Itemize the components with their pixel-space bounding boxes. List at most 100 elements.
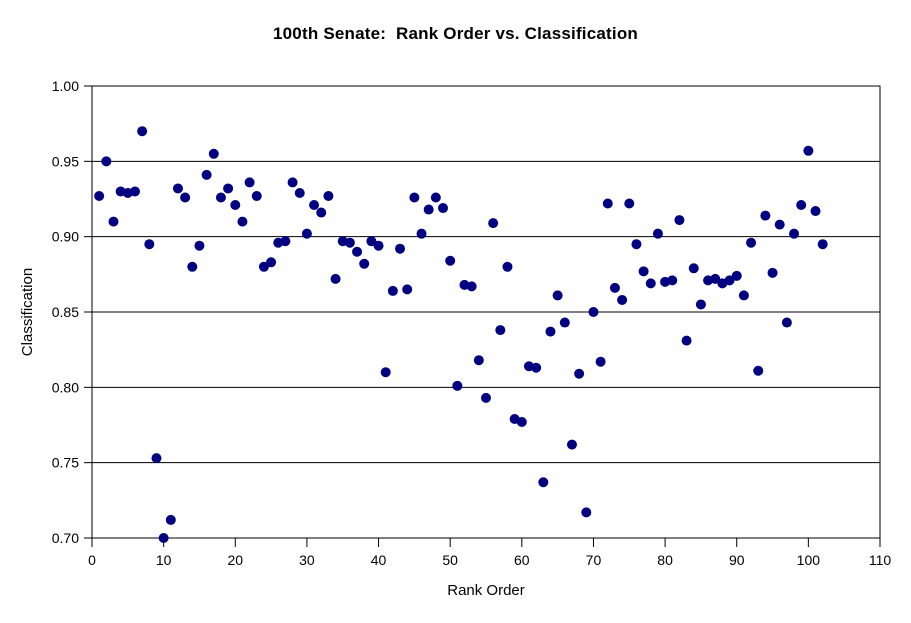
data-point	[395, 243, 406, 254]
y-tick-label: 0.70	[52, 530, 79, 546]
data-point	[323, 190, 334, 201]
data-point	[595, 356, 606, 367]
data-point	[366, 236, 377, 247]
x-tick-label: 40	[371, 552, 387, 568]
data-point	[165, 514, 176, 525]
data-point	[266, 257, 277, 268]
data-point	[94, 190, 105, 201]
data-point	[638, 266, 649, 277]
x-axis-title: Rank Order	[447, 582, 525, 599]
data-point	[516, 416, 527, 427]
chart-title: 100th Senate: Rank Order vs. Classificat…	[273, 24, 638, 43]
data-point	[294, 187, 305, 198]
data-point	[215, 192, 226, 203]
x-tick-label: 70	[586, 552, 602, 568]
data-point	[237, 216, 248, 227]
data-point	[194, 240, 205, 251]
data-point	[359, 258, 370, 269]
data-point	[172, 183, 183, 194]
data-point	[473, 355, 484, 366]
data-point	[187, 261, 198, 272]
data-point	[566, 439, 577, 450]
x-tick-label: 60	[514, 552, 530, 568]
data-point	[624, 198, 635, 209]
data-point	[180, 192, 191, 203]
data-point	[129, 186, 140, 197]
data-point	[581, 507, 592, 518]
data-point	[552, 290, 563, 301]
y-tick-label: 0.90	[52, 229, 79, 245]
data-point	[789, 228, 800, 239]
data-point	[588, 307, 599, 317]
data-point	[430, 192, 441, 203]
x-tick-label: 50	[442, 552, 458, 568]
data-point	[674, 215, 685, 226]
data-point	[352, 246, 363, 257]
data-point	[502, 261, 513, 272]
data-point	[144, 239, 155, 250]
x-tick-label: 100	[797, 552, 821, 568]
y-tick-label: 0.85	[52, 304, 79, 320]
data-point	[531, 362, 542, 373]
data-point	[244, 177, 255, 188]
data-point	[380, 367, 391, 378]
data-point	[158, 533, 169, 543]
data-point	[230, 200, 241, 211]
data-point	[688, 263, 699, 274]
data-point	[746, 237, 757, 248]
x-tick-label: 10	[156, 552, 172, 568]
data-point	[280, 236, 291, 247]
data-point	[617, 294, 628, 305]
data-point	[710, 273, 721, 284]
data-point	[817, 239, 828, 250]
data-point	[767, 267, 778, 278]
data-point	[466, 281, 477, 292]
data-point	[753, 365, 764, 376]
data-point	[781, 317, 792, 328]
data-point	[574, 368, 585, 379]
data-point	[208, 148, 219, 159]
data-point	[681, 335, 692, 346]
data-point	[810, 206, 821, 217]
data-point	[545, 326, 556, 337]
data-point	[631, 239, 642, 250]
x-tick-label: 110	[869, 552, 892, 568]
data-point	[108, 216, 119, 227]
data-point	[409, 192, 420, 203]
data-point	[609, 282, 620, 293]
data-point	[344, 237, 355, 248]
data-point	[645, 278, 656, 289]
y-tick-label: 0.80	[52, 379, 79, 395]
data-point	[402, 284, 413, 295]
data-point	[559, 317, 570, 328]
data-point	[423, 204, 434, 215]
data-point	[652, 228, 663, 239]
data-point	[330, 273, 341, 284]
data-point	[695, 299, 706, 310]
data-point	[258, 261, 269, 272]
data-point	[445, 255, 456, 266]
data-point	[796, 200, 807, 211]
y-axis-title: Classification	[19, 268, 36, 356]
data-point	[667, 275, 678, 286]
data-point	[538, 477, 549, 488]
data-point	[803, 145, 814, 156]
data-point	[438, 203, 449, 214]
data-point	[731, 270, 742, 281]
y-tick-label: 1.00	[52, 78, 79, 94]
data-point	[387, 285, 398, 296]
data-point	[201, 169, 212, 180]
data-point	[223, 183, 234, 194]
data-point	[602, 198, 613, 209]
y-tick-label: 0.75	[52, 455, 79, 471]
x-tick-label: 0	[88, 552, 96, 568]
data-point	[774, 219, 785, 230]
data-point	[151, 453, 162, 464]
data-point	[137, 126, 148, 137]
x-tick-label: 90	[729, 552, 745, 568]
x-tick-label: 30	[299, 552, 315, 568]
data-point	[287, 177, 298, 188]
data-point	[101, 156, 112, 167]
data-point	[373, 240, 384, 251]
data-point	[488, 218, 499, 229]
